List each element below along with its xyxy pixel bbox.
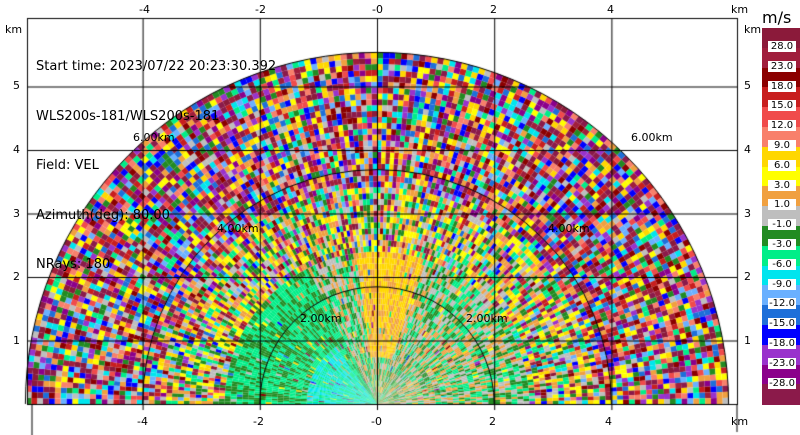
y-tick-left: 2 (13, 270, 20, 283)
y-unit-right: km (744, 23, 762, 36)
instrument-text: WLS200s-181/WLS200s-181 (36, 108, 220, 124)
y-tick-right: 2 (744, 270, 751, 283)
colorbar-label: -15.0 (768, 318, 796, 330)
y-tick-left: 4 (13, 143, 20, 156)
x-unit-top: km (731, 3, 749, 16)
colorbar-swatch (762, 384, 800, 405)
y-tick-left: 1 (13, 334, 20, 347)
y-tick-right: 5 (744, 79, 751, 92)
colorbar-label: 28.0 (768, 40, 796, 52)
x-tick-bottom: 2 (489, 415, 496, 428)
x-tick-top: -2 (255, 3, 266, 16)
x-tick-bottom: -0 (371, 415, 382, 428)
range-ring-label: 6.00km (133, 131, 175, 144)
scan-info-panel: Start time: 2023/07/22 20:23:30.392 WLS2… (36, 26, 276, 307)
colorbar-label: 23.0 (768, 60, 796, 72)
x-tick-top: -0 (372, 3, 383, 16)
y-tick-right: 3 (744, 207, 751, 220)
colorbar-label: -6.0 (768, 258, 796, 270)
y-tick-right: 1 (744, 334, 751, 347)
x-tick-bottom: -4 (137, 415, 148, 428)
x-tick-top: -4 (139, 3, 150, 16)
range-ring-label: 2.00km (300, 312, 342, 325)
colorbar-label: 1.0 (768, 199, 796, 211)
colorbar-label: -12.0 (768, 298, 796, 310)
colorbar-label: -1.0 (768, 219, 796, 231)
range-ring-label: 4.00km (217, 222, 259, 235)
colorbar-label: 9.0 (768, 139, 796, 151)
start-time-text: Start time: 2023/07/22 20:23:30.392 (36, 59, 277, 74)
x-unit-bottom: km (731, 415, 749, 428)
x-tick-bottom: 4 (605, 415, 612, 428)
colorbar-label: -3.0 (768, 238, 796, 250)
nrays-text: NRays: 180 (36, 257, 111, 272)
y-tick-left: 3 (13, 207, 20, 220)
colorbar-label: 6.0 (768, 159, 796, 171)
colorbar-label: -18.0 (768, 337, 796, 349)
y-unit-left: km (5, 23, 23, 36)
y-tick-left: 5 (13, 79, 20, 92)
colorbar-label: -28.0 (768, 377, 796, 389)
colorbar-label: 18.0 (768, 80, 796, 92)
field-text: Field: VEL (36, 158, 99, 173)
x-tick-bottom: -2 (253, 415, 264, 428)
x-tick-top: 4 (607, 3, 614, 16)
colorbar-label: 12.0 (768, 120, 796, 132)
y-tick-right: 4 (744, 143, 751, 156)
colorbar-unit: m/s (762, 8, 792, 27)
colorbar-label: 3.0 (768, 179, 796, 191)
colorbar-label: -9.0 (768, 278, 796, 290)
azimuth-text: Azimuth(deg): 80.00 (36, 207, 170, 223)
range-ring-label: 4.00km (548, 222, 590, 235)
colorbar-label: -23.0 (768, 357, 796, 369)
range-ring-label: 2.00km (466, 312, 508, 325)
range-ring-label: 6.00km (631, 131, 673, 144)
colorbar-label: 15.0 (768, 100, 796, 112)
x-tick-top: 2 (490, 3, 497, 16)
